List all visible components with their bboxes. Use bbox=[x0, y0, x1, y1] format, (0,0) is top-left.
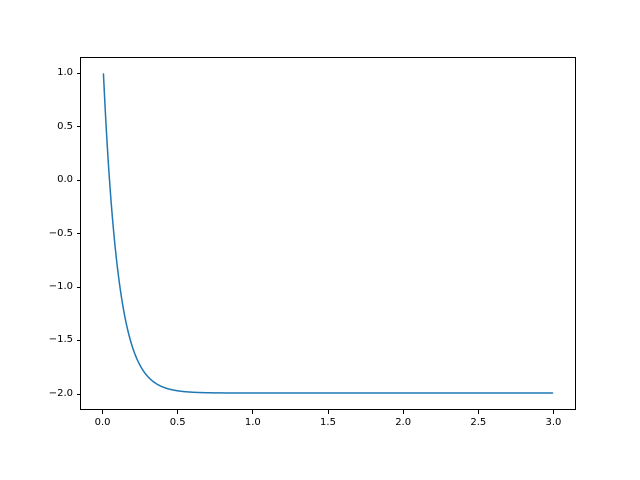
y-tick-label: 0.0 bbox=[57, 174, 73, 185]
x-tick-mark bbox=[177, 410, 179, 414]
x-tick-mark bbox=[327, 410, 329, 414]
plot-canvas bbox=[81, 58, 575, 409]
plot-axes bbox=[80, 57, 576, 410]
y-tick-mark bbox=[76, 393, 80, 395]
y-tick-mark bbox=[76, 286, 80, 288]
x-tick-label: 0.5 bbox=[169, 417, 186, 428]
y-tick-mark bbox=[76, 72, 80, 74]
x-tick-mark bbox=[402, 410, 404, 414]
y-tick-mark bbox=[76, 179, 80, 181]
x-tick-mark bbox=[102, 410, 103, 414]
y-tick-mark bbox=[76, 340, 80, 341]
x-tick-mark bbox=[553, 410, 554, 414]
y-tick-label: 0.5 bbox=[57, 120, 73, 132]
x-tick-label: 2.0 bbox=[395, 417, 412, 428]
x-tick-label: 1.5 bbox=[320, 417, 336, 428]
x-tick-label: 3.0 bbox=[545, 417, 562, 428]
y-tick-label: 1.0 bbox=[57, 67, 73, 79]
x-tick-mark bbox=[477, 410, 479, 414]
x-tick-label: 2.5 bbox=[470, 417, 487, 428]
x-tick-label: 0.0 bbox=[94, 417, 111, 428]
y-tick-label: −2.0 bbox=[48, 387, 73, 399]
y-tick-label: −1.5 bbox=[48, 334, 73, 346]
x-tick-label: 1.0 bbox=[244, 417, 261, 428]
y-tick-mark bbox=[76, 233, 80, 234]
y-tick-label: −0.5 bbox=[48, 227, 73, 239]
y-tick-label: −1.0 bbox=[48, 280, 73, 292]
line-series-curve bbox=[103, 74, 552, 393]
x-tick-mark bbox=[252, 410, 254, 414]
y-tick-mark bbox=[76, 126, 80, 127]
